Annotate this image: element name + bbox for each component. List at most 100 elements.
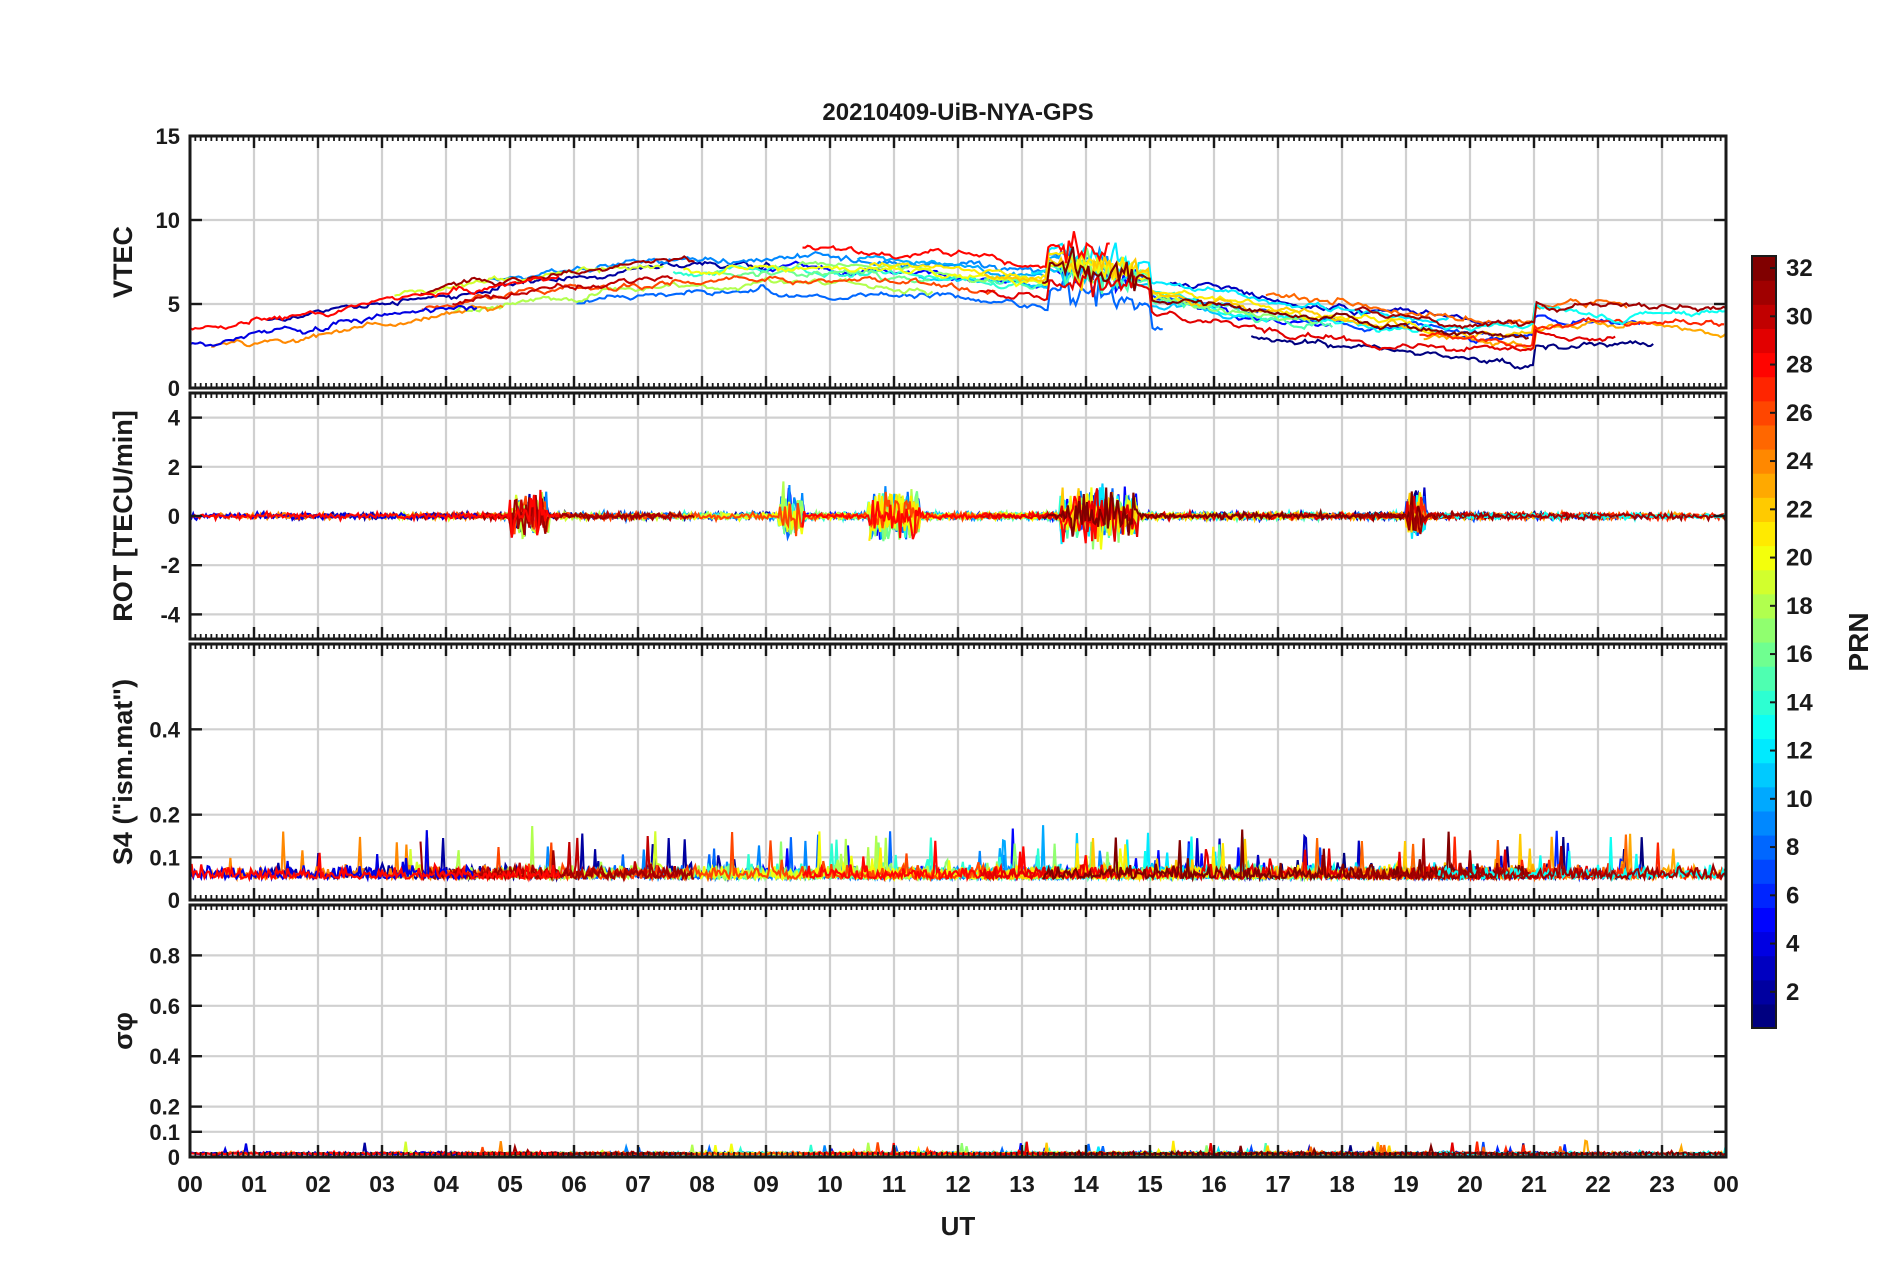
x-tick-label: 19 bbox=[1393, 1171, 1419, 1197]
series-line-prn-24 bbox=[211, 304, 504, 348]
colorbar-tick-label: 10 bbox=[1786, 786, 1813, 813]
x-tick-label: 04 bbox=[433, 1171, 459, 1197]
series-line-prn-30 bbox=[452, 275, 673, 306]
series-line-prn-25 bbox=[1265, 292, 1628, 326]
series-line-prn-28 bbox=[190, 489, 560, 538]
chart-title: 20210409-UiB-NYA-GPS bbox=[822, 99, 1093, 126]
y-axis-label: S4 ("ism.mat") bbox=[108, 679, 138, 865]
series-line-prn-31 bbox=[1354, 838, 1726, 882]
y-axis-label: VTEC bbox=[108, 226, 138, 298]
x-tick-label: 12 bbox=[945, 1171, 971, 1197]
series-line-prn-26 bbox=[421, 275, 996, 311]
colorbar-tick-label: 20 bbox=[1786, 545, 1813, 572]
series-line-prn-28 bbox=[190, 852, 561, 883]
series-line-prn-18 bbox=[453, 276, 934, 314]
series-line-prn-32 bbox=[1042, 246, 1529, 340]
x-tick-label: 13 bbox=[1009, 1171, 1035, 1197]
colorbar-tick-label: 30 bbox=[1786, 303, 1813, 330]
series-line-prn-13 bbox=[1437, 302, 1725, 333]
series-group bbox=[190, 825, 1726, 883]
series-line-prn-1 bbox=[1250, 335, 1654, 370]
series-line-prn-28 bbox=[802, 231, 1110, 270]
y-tick-label: 5 bbox=[168, 292, 180, 317]
y-tick-label: -2 bbox=[160, 553, 180, 578]
colorbar-tick-label: 18 bbox=[1786, 593, 1813, 620]
y-axis-label: σφ bbox=[108, 1012, 138, 1050]
colorbar-swatch bbox=[1752, 859, 1776, 884]
colorbar-tick-label: 4 bbox=[1786, 931, 1800, 958]
x-tick-label: 21 bbox=[1521, 1171, 1547, 1197]
colorbar-swatch bbox=[1752, 569, 1776, 595]
panel-vtec: 0 5 10 15 VTEC bbox=[108, 124, 1728, 401]
y-tick-label: 0.1 bbox=[149, 1120, 180, 1145]
series-line-prn-28 bbox=[190, 275, 560, 331]
x-tick-label: 14 bbox=[1073, 1171, 1099, 1197]
x-tick-label: 23 bbox=[1649, 1171, 1675, 1197]
series-line-prn-31 bbox=[1354, 504, 1726, 535]
y-tick-label: 0.2 bbox=[149, 1095, 180, 1120]
colorbar-tick-label: 24 bbox=[1786, 448, 1813, 475]
x-axis-label: UT bbox=[941, 1211, 976, 1241]
x-tick-label: 07 bbox=[625, 1171, 651, 1197]
colorbar-tick-label: 14 bbox=[1786, 689, 1813, 716]
x-tick-label: 02 bbox=[305, 1171, 331, 1197]
colorbar-swatch bbox=[1752, 907, 1776, 933]
x-tick-label: 22 bbox=[1585, 1171, 1611, 1197]
x-tick-label: 05 bbox=[497, 1171, 523, 1197]
series-group bbox=[190, 481, 1726, 550]
colorbar-swatch bbox=[1752, 955, 1776, 981]
colorbar-tick-label: 8 bbox=[1786, 834, 1799, 861]
series-line-prn-4 bbox=[190, 830, 479, 883]
y-tick-label: 0.8 bbox=[149, 943, 180, 968]
series-line-prn-10 bbox=[856, 255, 1061, 279]
series-line-prn-16 bbox=[711, 268, 930, 284]
colorbar-swatch bbox=[1752, 666, 1776, 691]
colorbar-swatch bbox=[1752, 328, 1776, 354]
y-tick-label: 15 bbox=[156, 124, 180, 149]
x-tick-labels: 00 01 02 03 04 05 06 07 08 09 10 11 12 13 14 15 16 17 18 19… bbox=[177, 1171, 1739, 1197]
y-axis-label: ROT [TECU/min] bbox=[108, 410, 138, 621]
x-tick-label: 06 bbox=[561, 1171, 587, 1197]
panel-rot: -4 -2 0 2 4 ROT [TECU/min] bbox=[108, 391, 1728, 641]
y-tick-label: -4 bbox=[160, 602, 180, 627]
colorbar-swatch bbox=[1752, 617, 1776, 643]
y-tick-label: 0 bbox=[168, 888, 180, 913]
x-tick-label: 18 bbox=[1329, 1171, 1355, 1197]
y-tick-label: 0.4 bbox=[149, 1044, 180, 1069]
series-line-prn-20 bbox=[682, 257, 1181, 303]
series-line-prn-31 bbox=[420, 255, 695, 296]
y-tick-label: 2 bbox=[168, 455, 180, 480]
y-tick-label: 0 bbox=[168, 376, 180, 401]
colorbar-swatch bbox=[1752, 521, 1776, 547]
y-tick-label: 0 bbox=[168, 504, 180, 529]
series-line-prn-28 bbox=[802, 840, 1111, 883]
x-tick-label: 08 bbox=[689, 1171, 715, 1197]
x-tick-label: 11 bbox=[882, 1171, 907, 1197]
y-tick-label: 0 bbox=[168, 1145, 180, 1170]
y-tick-label: 0.2 bbox=[149, 803, 180, 828]
colorbar-tick-label: 16 bbox=[1786, 641, 1813, 668]
x-tick-label: 15 bbox=[1137, 1171, 1163, 1197]
x-tick-label: 16 bbox=[1201, 1171, 1227, 1197]
colorbar-label: PRN bbox=[1843, 612, 1874, 671]
series-line-prn-31 bbox=[1354, 300, 1726, 330]
colorbar-swatch bbox=[1752, 424, 1776, 450]
x-tick-label: 20 bbox=[1457, 1171, 1483, 1197]
x-tick-label: 00 bbox=[177, 1171, 203, 1197]
colorbar-swatch bbox=[1752, 810, 1776, 836]
series-line-prn-28 bbox=[190, 1149, 560, 1157]
colorbar-swatch bbox=[1752, 714, 1776, 740]
series-line-prn-4 bbox=[190, 304, 478, 347]
colorbar-swatch bbox=[1752, 762, 1776, 788]
y-tick-label: 10 bbox=[156, 208, 180, 233]
colorbar-tick-label: 28 bbox=[1786, 352, 1813, 379]
y-tick-label: 0.1 bbox=[149, 845, 180, 870]
x-tick-label: 10 bbox=[817, 1171, 843, 1197]
colorbar-tick-label: 6 bbox=[1786, 882, 1799, 909]
series-group bbox=[190, 231, 1726, 370]
series-line-prn-23 bbox=[1423, 319, 1726, 351]
colorbar: 32 30 28 26 24 22 20 18 16 14 12 10 8 6 4 2 PRN bbox=[1751, 255, 1874, 1029]
y-tick-label: 0.4 bbox=[149, 717, 180, 742]
